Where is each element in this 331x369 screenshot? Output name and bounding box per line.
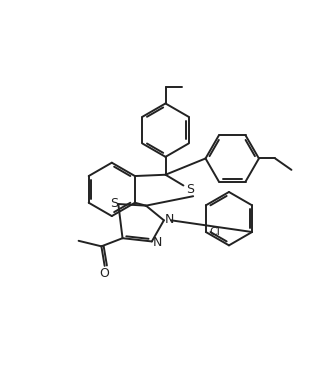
Text: O: O: [100, 266, 110, 280]
Text: S: S: [186, 183, 194, 196]
Text: N: N: [165, 213, 174, 226]
Text: Cl: Cl: [210, 227, 221, 237]
Text: S: S: [110, 197, 118, 210]
Text: N: N: [153, 235, 162, 249]
